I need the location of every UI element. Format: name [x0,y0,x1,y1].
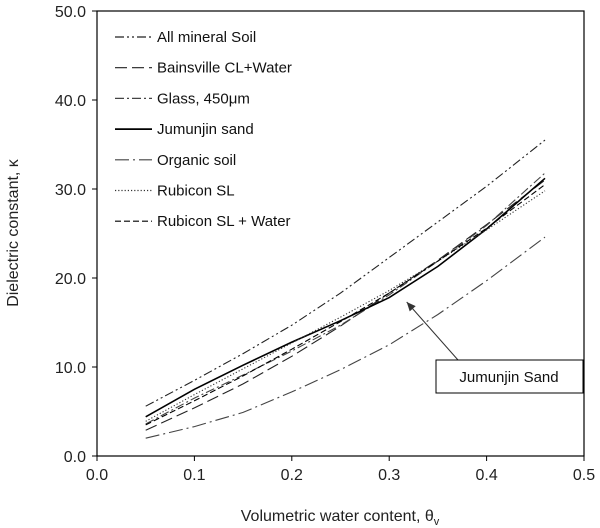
x-tick-label: 0.2 [281,467,303,484]
series-line-glass-450-m [145,172,546,425]
y-tick-label: 20.0 [55,271,86,288]
x-tick-label: 0.1 [183,467,205,484]
y-tick-label: 10.0 [55,360,86,377]
annotation-arrow [406,301,459,361]
legend-label-jumunjin-sand: Jumunjin sand [157,121,254,138]
legend-label-organic-soil: Organic soil [157,152,236,169]
annotation-arrowhead [406,302,416,312]
series-line-bainsville-cl-water [145,179,546,431]
series-line-organic-soil [145,236,546,439]
x-tick-label: 0.5 [573,467,595,484]
x-tick-label: 0.3 [378,467,400,484]
annotation-box [435,359,584,394]
series-line-jumunjin-sand [145,177,546,418]
legend-label-bainsville-cl-water: Bainsville CL+Water [157,60,292,77]
x-tick-label: 0.0 [86,467,108,484]
legend: All mineral Soil Bainsville CL+Water Glass… [115,29,292,230]
y-tick-label: 30.0 [55,182,86,199]
y-tick-label: 0.0 [64,449,86,466]
plot-area-frame [96,10,585,457]
series-line-rubicon-sl [145,190,546,422]
x-axis-title: Volumetric water content, θv [241,508,440,528]
series-line-all-mineral-soil [145,139,546,407]
legend-label-rubicon-sl: Rubicon SL [157,183,235,200]
y-axis: 0.0 10.0 20.0 30.0 40.0 50.0 [55,4,97,466]
legend-label-rubicon-sl-water: Rubicon SL + Water [157,213,291,230]
x-axis-title-subscript: v [434,516,440,528]
y-axis-title: Dielectric constant, κ [5,158,22,307]
annotation: Jumunjin Sand [406,301,584,394]
y-tick-label: 40.0 [55,93,86,110]
annotation-label: Jumunjin Sand [459,369,558,386]
x-tick-label: 0.4 [475,467,497,484]
series-line-rubicon-sl-water [145,184,546,426]
legend-label-glass-450-m: Glass, 450μm [157,90,250,107]
legend-label-all-mineral-soil: All mineral Soil [157,29,256,46]
x-axis: 0.0 0.1 0.2 0.3 0.4 0.5 [86,456,595,484]
plot-lines [145,139,546,439]
y-tick-label: 50.0 [55,4,86,21]
